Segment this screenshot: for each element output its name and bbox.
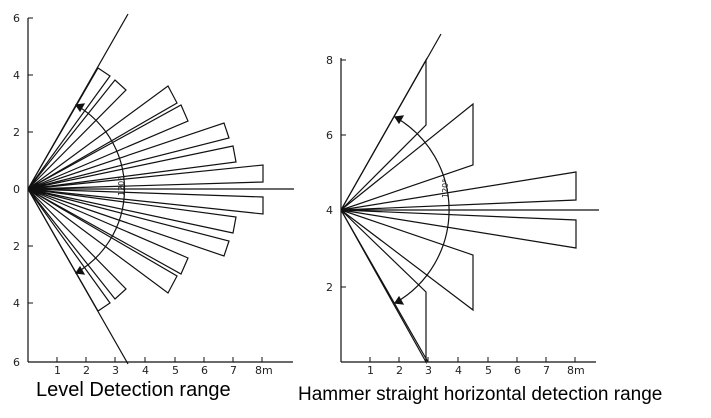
left-beam [27, 164, 264, 190]
left-x-tick-label: 8m [255, 364, 273, 377]
left-y-tick-label: 6 [13, 356, 20, 369]
left-arc-arrow-upper [74, 103, 86, 113]
left-beam [27, 85, 178, 190]
right-beam [340, 209, 427, 365]
right-y-tick-label: 2 [326, 281, 333, 294]
right-arc-arrow-lower [393, 295, 405, 305]
left-x-tick-label: 1 [54, 364, 61, 377]
right-x-tick-label: 1 [367, 364, 374, 377]
right-angle-label: 120° [441, 179, 450, 198]
right-x-tick-label: 6 [514, 364, 521, 377]
left-beam [27, 188, 111, 312]
left-y-tick-label: 2 [13, 126, 20, 139]
left-x-tick-label: 7 [230, 364, 237, 377]
left-x-tick-label: 4 [142, 364, 149, 377]
left-tick-labels: 6 4 2 0 2 4 6 1 2 3 4 5 6 7 8m [13, 12, 273, 377]
right-x-tick-label: 7 [543, 364, 550, 377]
left-angle-label: 120° [117, 177, 126, 196]
left-y-tick-label: 4 [13, 69, 20, 82]
left-beam [27, 67, 111, 190]
left-beam [27, 188, 237, 234]
right-tick-labels: 8 6 4 2 1 2 3 4 5 6 7 8m [326, 54, 585, 377]
right-beam [340, 209, 577, 249]
left-beams [27, 67, 264, 312]
right-x-tick-label: 2 [396, 364, 403, 377]
left-arc-arrow-lower [74, 265, 86, 275]
right-caption: Hammer straight horizontal detection ran… [298, 384, 662, 405]
left-x-tick-label: 5 [172, 364, 179, 377]
left-y-tick-label: 4 [13, 297, 20, 310]
right-angle-arc [394, 116, 450, 304]
left-beam [27, 188, 189, 275]
right-x-tick-label: 3 [425, 364, 432, 377]
left-y-tick-label: 6 [13, 12, 20, 25]
left-x-tick-label: 2 [83, 364, 90, 377]
left-caption: Level Detection range [36, 379, 231, 401]
right-x-tick-label: 4 [455, 364, 462, 377]
left-beam [27, 188, 178, 294]
right-beam [340, 102, 474, 211]
left-y-tick-label: 0 [13, 183, 20, 196]
right-y-tick-label: 8 [326, 54, 333, 67]
left-beam [27, 188, 127, 300]
right-x-tick-label: 5 [485, 364, 492, 377]
left-beam [27, 188, 264, 215]
right-diagram [340, 33, 599, 365]
left-diagram [27, 13, 294, 365]
right-arc-arrow-upper [393, 115, 405, 125]
left-beam [27, 145, 237, 190]
right-beam [340, 57, 427, 211]
right-x-tick-label: 8m [567, 364, 585, 377]
left-beam [27, 104, 189, 190]
left-beam [27, 188, 230, 257]
left-x-tick-label: 6 [201, 364, 208, 377]
left-x-tick-label: 3 [112, 364, 119, 377]
left-ticks [28, 17, 263, 362]
left-beam [27, 79, 127, 190]
left-y-tick-label: 2 [13, 240, 20, 253]
left-beam [27, 122, 230, 190]
left-angle-arc [75, 104, 126, 274]
right-beam [340, 209, 474, 312]
right-y-tick-label: 6 [326, 129, 333, 142]
right-beams [340, 57, 577, 365]
right-ticks [341, 59, 576, 362]
right-beam [340, 171, 577, 211]
right-y-tick-label: 4 [326, 204, 333, 217]
